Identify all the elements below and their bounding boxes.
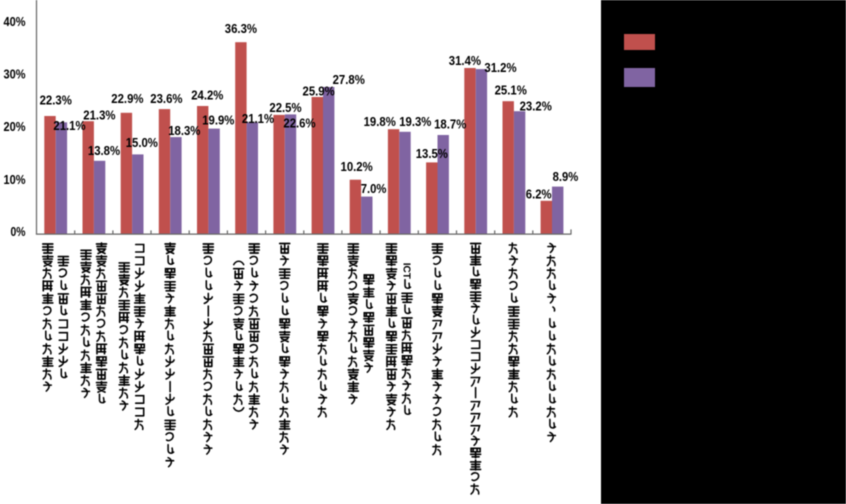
svg-text:20%: 20% <box>4 119 26 134</box>
svg-text:19.3%: 19.3% <box>399 114 432 129</box>
svg-text:23.2%: 23.2% <box>520 98 553 113</box>
svg-text:10.2%: 10.2% <box>341 159 374 174</box>
svg-text:21.1%: 21.1% <box>53 118 86 133</box>
svg-text:22.3%: 22.3% <box>40 93 73 108</box>
svg-text:19.9%: 19.9% <box>202 112 235 127</box>
svg-text:18.7%: 18.7% <box>434 117 467 132</box>
svg-text:15.0%: 15.0% <box>126 135 159 150</box>
svg-text:22.9%: 22.9% <box>111 91 144 106</box>
svg-text:8.9%: 8.9% <box>553 169 579 184</box>
svg-text:27.8%: 27.8% <box>333 72 366 87</box>
svg-text:40%: 40% <box>4 14 26 29</box>
svg-text:ICT: ICT <box>400 263 411 279</box>
svg-text:22.5%: 22.5% <box>269 100 302 115</box>
svg-text:21.1%: 21.1% <box>242 111 275 126</box>
svg-text:21.3%: 21.3% <box>83 108 116 123</box>
svg-text:13.8%: 13.8% <box>88 143 121 158</box>
svg-text:18.3%: 18.3% <box>168 123 201 138</box>
svg-text:7.0%: 7.0% <box>361 181 387 196</box>
svg-text:22.6%: 22.6% <box>283 116 316 131</box>
svg-text:19.8%: 19.8% <box>364 114 397 129</box>
svg-text:25.1%: 25.1% <box>495 83 528 98</box>
svg-text:10%: 10% <box>4 172 26 187</box>
svg-text:0%: 0% <box>11 224 26 239</box>
svg-text:31.4%: 31.4% <box>449 53 482 68</box>
svg-text:23.6%: 23.6% <box>150 91 183 106</box>
svg-text:30%: 30% <box>4 67 26 82</box>
svg-text:25.9%: 25.9% <box>303 84 336 99</box>
svg-text:31.2%: 31.2% <box>484 60 517 75</box>
svg-text:6.2%: 6.2% <box>526 187 552 202</box>
svg-text:13.5%: 13.5% <box>416 146 449 161</box>
svg-text:36.3%: 36.3% <box>225 21 258 36</box>
svg-text:24.2%: 24.2% <box>191 88 224 103</box>
